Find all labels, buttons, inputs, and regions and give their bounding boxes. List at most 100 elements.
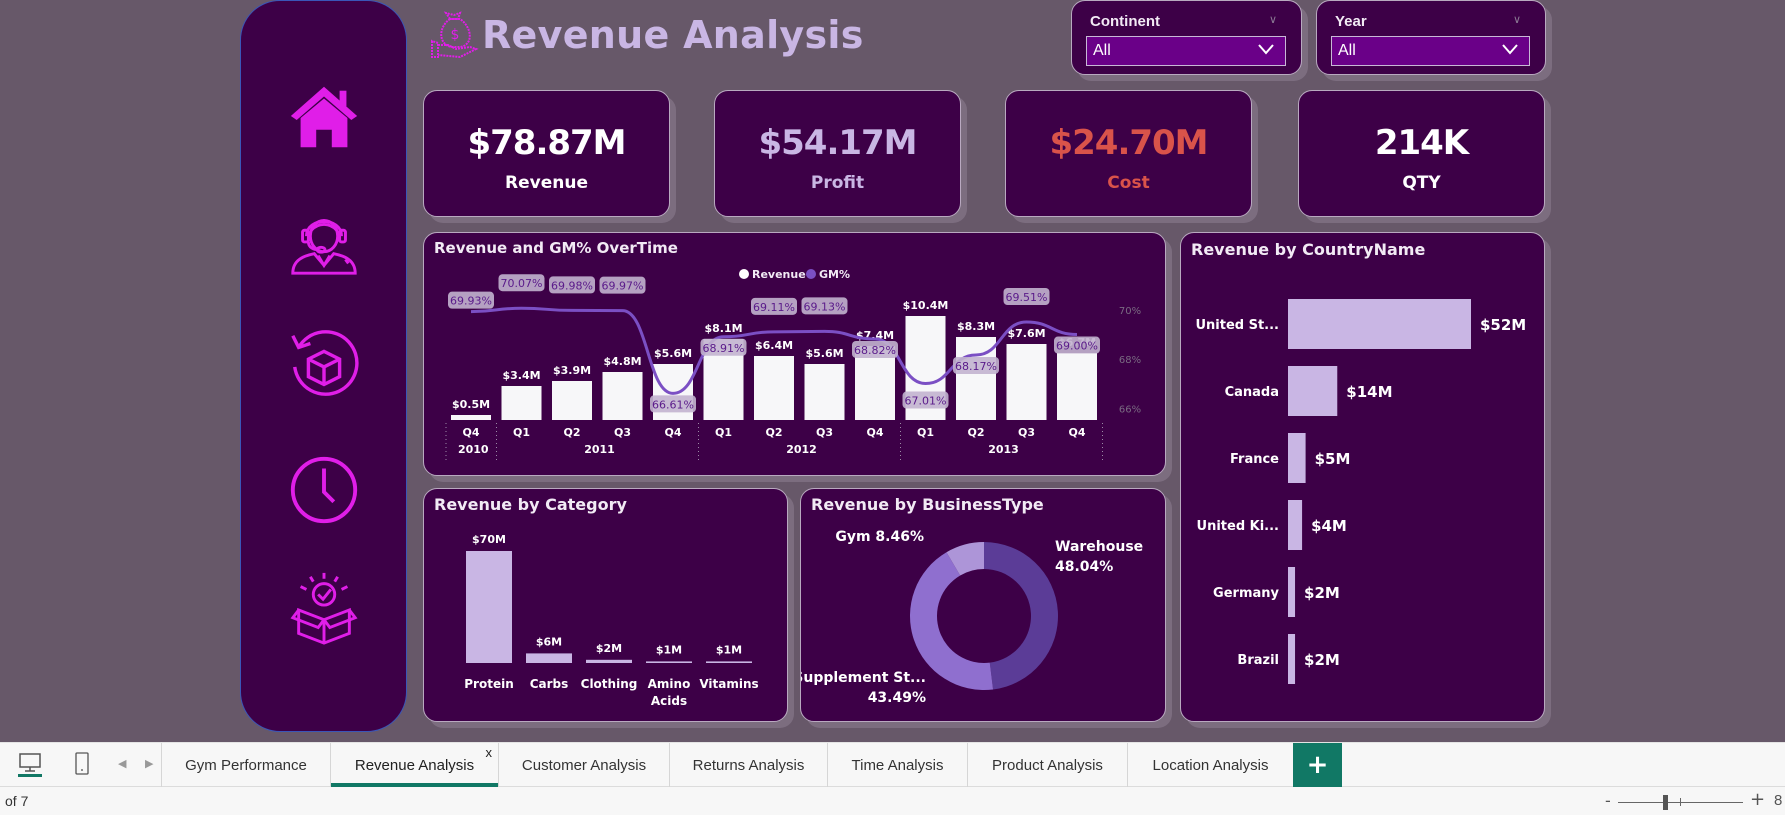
gm-label-box	[599, 276, 646, 294]
country-bar[interactable]	[1288, 433, 1306, 483]
continent-value: All	[1093, 42, 1111, 59]
gm-data-label: 69.93%	[450, 295, 492, 308]
tab-scroll-left-icon[interactable]: ◀	[118, 757, 127, 770]
sidebar-item-customer[interactable]	[285, 201, 363, 279]
add-page-button[interactable]: +	[1293, 743, 1342, 787]
x-tick-label: Q4	[664, 426, 681, 439]
revenue-bar[interactable]	[501, 386, 542, 420]
tab-scroll-right-icon[interactable]: ▶	[145, 757, 154, 770]
category-bar[interactable]	[706, 661, 752, 663]
tab-revenue-analysis[interactable]: Revenue Analysis x	[331, 743, 499, 787]
category-data-label: $1M	[656, 643, 682, 656]
revenue-bar[interactable]	[855, 346, 895, 420]
gm-data-label: 69.51%	[1006, 291, 1048, 304]
x-tick-label: Q1	[513, 426, 530, 439]
category-bar[interactable]	[526, 653, 572, 663]
category-bar[interactable]	[646, 661, 692, 663]
slice-label-name: Warehouse	[1055, 539, 1143, 555]
donut-slice[interactable]	[910, 552, 994, 690]
tab-returns-analysis[interactable]: Returns Analysis	[670, 743, 828, 787]
category-bar[interactable]	[466, 551, 512, 663]
gm-label-box	[1054, 336, 1100, 354]
revenue-bar[interactable]	[804, 364, 845, 420]
svg-text:$: $	[451, 27, 460, 43]
x-tick-label: Q1	[715, 426, 732, 439]
kpi-label: Profit	[810, 173, 865, 193]
gm-line[interactable]	[470, 306, 1078, 395]
year-dropdown[interactable]: All	[1331, 36, 1530, 66]
gm-data-label: 69.13%	[804, 300, 846, 313]
sidebar-nav	[240, 0, 407, 732]
chevron-down-icon	[1502, 44, 1518, 55]
tab-time-analysis[interactable]: Time Analysis	[828, 743, 968, 787]
country-bar[interactable]	[1288, 299, 1471, 349]
kpi-card-profit: $54.17M Profit	[714, 90, 961, 217]
revenue-bar[interactable]	[552, 381, 592, 420]
zoom-slider-thumb[interactable]	[1663, 795, 1668, 810]
country-bar[interactable]	[1288, 634, 1296, 684]
country-data-label: $2M	[1304, 651, 1340, 669]
donut-slice[interactable]	[984, 542, 1058, 690]
gm-data-label: 69.00%	[1056, 340, 1098, 353]
zoom-out-button[interactable]: -	[1605, 791, 1611, 810]
mobile-view-icon[interactable]	[74, 751, 90, 777]
continent-slicer-label: Continent	[1090, 13, 1160, 30]
legend-label-revenue: Revenue	[752, 268, 806, 281]
x-tick-label: Q2	[563, 426, 580, 439]
revenue-data-label: $7.6M	[1007, 327, 1045, 340]
revenue-gm-chart-svg: Revenue GM% $0.5M Q4 $3.4M Q1 $3.9M Q2 $4.8M Q3 $5…	[445, 268, 1141, 461]
x-year-label: 2012	[786, 443, 817, 456]
slice-label-value: 48.04%	[1055, 559, 1113, 575]
country-data-label: $2M	[1304, 584, 1340, 602]
revenue-by-country-svg: United St... $52M Canada $14M France $5M Unite…	[1195, 299, 1526, 684]
zoom-slider-tick	[1680, 798, 1681, 806]
kpi-value: $24.70M	[1049, 123, 1208, 163]
sidebar-item-home[interactable]	[285, 79, 363, 157]
revenue-data-label: $5.6M	[805, 347, 843, 360]
tab-gym-performance[interactable]: Gym Performance	[162, 743, 331, 787]
donut-slice[interactable]	[946, 542, 984, 576]
product-box-check-icon	[289, 572, 358, 645]
zoom-in-button[interactable]: +	[1750, 789, 1766, 810]
continent-dropdown[interactable]: All	[1086, 36, 1286, 66]
country-data-label: $52M	[1480, 316, 1526, 334]
x-year-label: 2011	[584, 443, 615, 456]
y-category-label: Germany	[1213, 586, 1279, 601]
status-bar: of 7 - + 8	[0, 787, 1785, 815]
tab-label: Location Analysis	[1152, 756, 1269, 774]
x-category-label: Carbs	[530, 677, 569, 691]
sidebar-item-time[interactable]	[285, 451, 363, 529]
y2-tick-label: 66%	[1119, 404, 1141, 415]
x-category-label: Acids	[651, 694, 687, 708]
desktop-view-icon[interactable]	[16, 751, 44, 777]
revenue-bar[interactable]	[1057, 353, 1097, 420]
revenue-bar[interactable]	[754, 356, 794, 420]
x-tick-label: Q3	[816, 426, 833, 439]
x-tick-label: Q4	[866, 426, 883, 439]
country-bar[interactable]	[1288, 366, 1338, 416]
country-data-label: $14M	[1346, 383, 1392, 401]
revenue-bar[interactable]	[451, 415, 491, 420]
country-bar[interactable]	[1288, 500, 1303, 550]
revenue-data-label: $6.4M	[755, 339, 793, 352]
tab-product-analysis[interactable]: Product Analysis	[968, 743, 1128, 787]
sidebar-item-returns[interactable]	[285, 326, 363, 404]
revenue-data-label: $3.4M	[502, 369, 540, 382]
sidebar-item-product[interactable]	[285, 569, 363, 647]
tab-location-analysis[interactable]: Location Analysis	[1128, 743, 1293, 787]
tab-customer-analysis[interactable]: Customer Analysis	[499, 743, 670, 787]
revenue-data-label: $4.8M	[603, 355, 641, 368]
year-slicer-label: Year	[1335, 13, 1367, 30]
revenue-bar[interactable]	[602, 372, 643, 420]
x-tick-label: Q1	[917, 426, 934, 439]
country-bar[interactable]	[1288, 567, 1296, 617]
x-tick-label: Q2	[967, 426, 984, 439]
chart-title: Revenue by Category	[434, 495, 627, 514]
revenue-bar[interactable]	[1006, 344, 1047, 420]
close-tab-icon[interactable]: x	[485, 745, 493, 760]
year-value: All	[1338, 42, 1356, 59]
tab-label: Customer Analysis	[521, 756, 647, 774]
category-bar[interactable]	[586, 659, 632, 663]
x-tick-label: Q4	[1068, 426, 1085, 439]
x-category-label: Clothing	[581, 677, 638, 691]
